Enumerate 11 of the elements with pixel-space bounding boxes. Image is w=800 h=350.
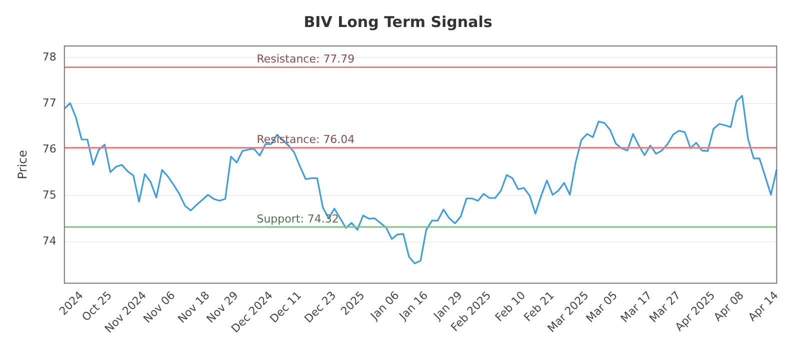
y-tick-label: 74 bbox=[42, 234, 56, 248]
y-tick-label: 75 bbox=[42, 188, 56, 202]
y-tick-label: 77 bbox=[42, 96, 56, 110]
x-tick-label: Apr 14 bbox=[746, 288, 781, 324]
y-tick-label: 78 bbox=[42, 50, 56, 64]
x-tick-label: Dec 23 bbox=[302, 288, 339, 326]
ref-line-label: Support: 74.32 bbox=[256, 212, 339, 226]
chart-title: BIV Long Term Signals bbox=[304, 12, 492, 31]
y-axis-title: Price bbox=[15, 150, 30, 180]
ref-line-label: Resistance: 77.79 bbox=[256, 52, 355, 66]
y-tick-label: 76 bbox=[42, 142, 56, 156]
